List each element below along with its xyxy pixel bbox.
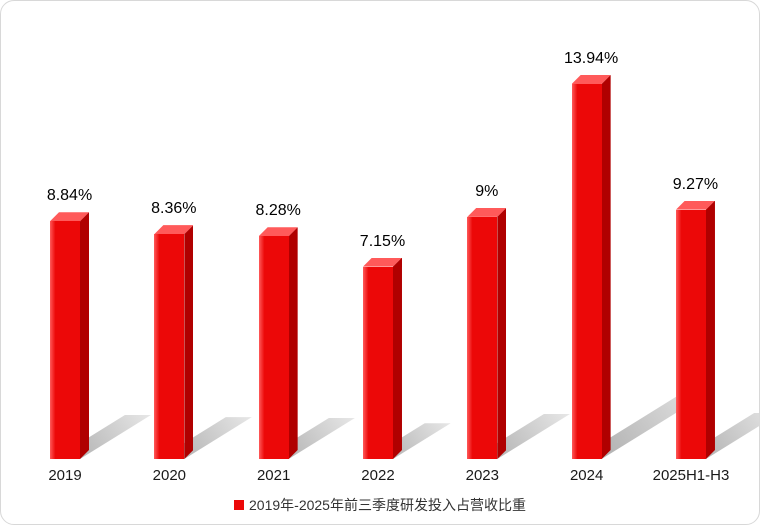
bar <box>571 75 611 459</box>
x-axis-label: 2021 <box>256 467 291 484</box>
bar-side-face <box>289 227 298 459</box>
bar-top-face <box>362 257 402 267</box>
bar <box>362 257 402 459</box>
bar-top-face <box>675 200 715 210</box>
bar-value-label: 9% <box>475 182 499 200</box>
bar-side-face <box>706 201 715 459</box>
bar-value-label: 8.84% <box>46 187 93 205</box>
bar-top-face <box>258 227 298 237</box>
bar <box>50 212 89 459</box>
x-axis-label: 2024 <box>569 467 604 484</box>
x-axis-label: 2023 <box>465 467 499 484</box>
chart-legend: 2019年-2025年前三季度研发投入占营收比重 <box>1 495 759 515</box>
bar-value-label: 13.94% <box>564 50 619 67</box>
bar-top-face <box>50 212 89 222</box>
bar-front-face <box>571 84 602 459</box>
bar-value-label: 8.28% <box>255 202 301 220</box>
bar-top-face <box>571 75 611 84</box>
bar <box>154 225 194 459</box>
bar-side-face <box>80 212 89 459</box>
bar-front-face <box>362 266 393 459</box>
bar-value-label: 7.15% <box>359 232 406 250</box>
bar-value-label: 9.27% <box>672 175 719 193</box>
bar-side-face <box>393 258 402 459</box>
bar-front-face <box>467 216 498 459</box>
bar-top-face <box>467 207 507 217</box>
legend-label: 2019年-2025年前三季度研发投入占营收比重 <box>249 497 526 513</box>
bar-front-face <box>50 221 80 459</box>
bar-value-label: 8.36% <box>151 200 197 218</box>
bar-front-face <box>258 236 289 459</box>
bar-front-face <box>154 234 185 459</box>
x-axis-label: 2020 <box>152 467 187 484</box>
legend-marker-icon <box>234 500 245 510</box>
x-axis-label: 2019 <box>48 467 82 484</box>
bar <box>258 227 298 459</box>
bar-side-face <box>184 225 193 459</box>
bar-top-face <box>154 225 194 235</box>
x-axis-label: 2022 <box>361 467 395 484</box>
bar <box>467 207 507 459</box>
bar-side-face <box>602 75 611 459</box>
bar-side-face <box>497 208 506 459</box>
bar <box>675 200 715 459</box>
x-axis-label: 2025H1-H3 <box>652 467 730 484</box>
bar-front-face <box>675 209 706 459</box>
